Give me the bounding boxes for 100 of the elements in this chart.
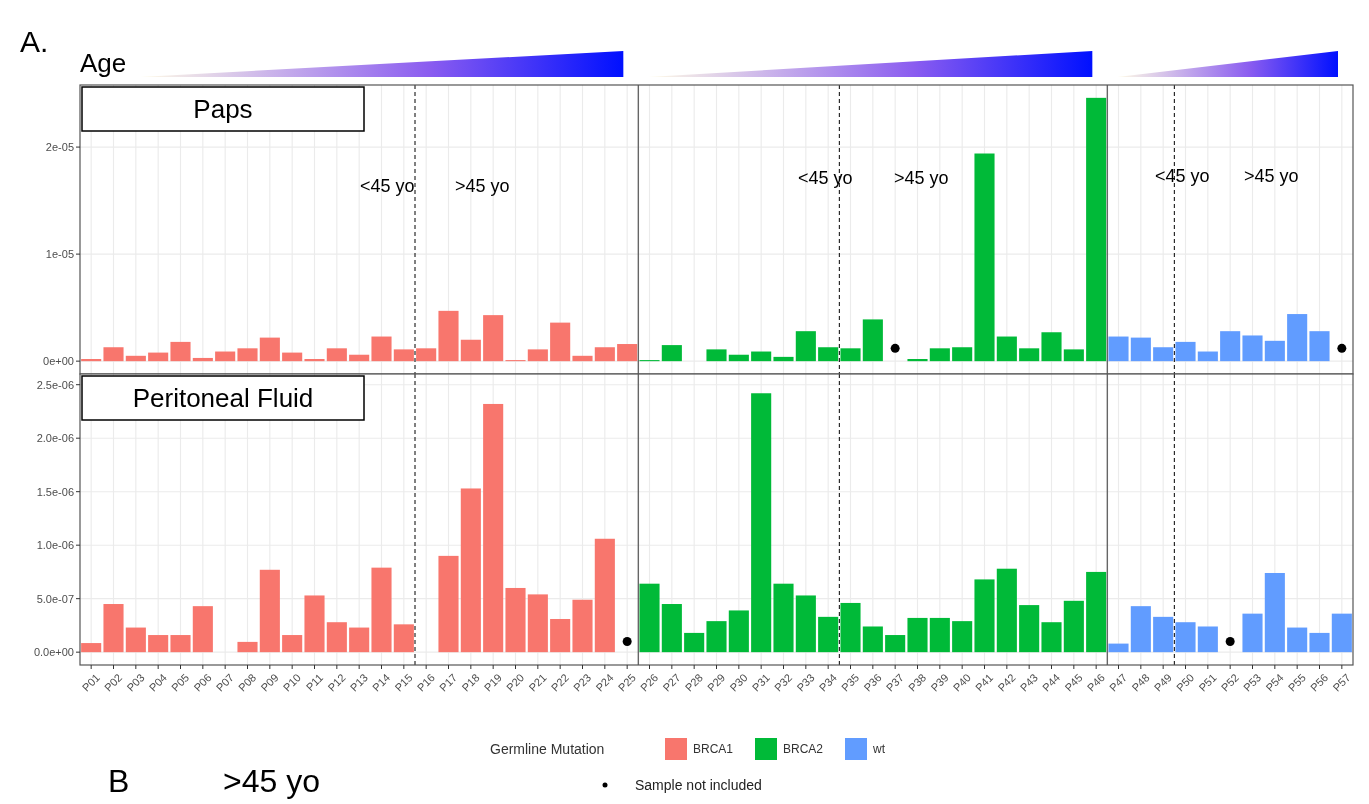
bar xyxy=(1086,571,1107,653)
bar xyxy=(1086,97,1107,362)
bar xyxy=(81,643,102,653)
y-tick-label: 0.0e+00 xyxy=(33,646,74,659)
bar xyxy=(1309,331,1330,362)
bar xyxy=(148,635,169,653)
bar xyxy=(952,621,973,653)
bar xyxy=(192,357,213,362)
text: Age xyxy=(80,48,127,78)
bar xyxy=(572,355,593,362)
bar xyxy=(1264,340,1285,362)
bar xyxy=(661,604,682,653)
bar xyxy=(907,617,928,653)
bar xyxy=(1197,351,1218,362)
x-tick-label: P08 xyxy=(236,671,259,694)
bar xyxy=(483,403,504,653)
x-tick-label: P52 xyxy=(1218,671,1242,694)
bar xyxy=(81,359,102,362)
y-tick-label: 2.0e-06 xyxy=(36,432,74,445)
bar xyxy=(795,595,816,653)
bar xyxy=(728,610,749,653)
legend-label: BRCA2 xyxy=(783,742,824,757)
x-tick-label: P38 xyxy=(906,671,929,694)
bar xyxy=(1242,335,1263,362)
bar xyxy=(125,355,146,362)
bar xyxy=(1130,337,1151,362)
x-tick-label: P51 xyxy=(1196,671,1219,694)
bar xyxy=(282,635,303,653)
bar xyxy=(840,348,861,362)
bar xyxy=(929,348,950,362)
x-tick-label: P42 xyxy=(995,671,1018,694)
bar xyxy=(818,616,839,653)
x-tick-label: P54 xyxy=(1263,671,1286,694)
x-tick-label: P03 xyxy=(124,671,147,694)
bar xyxy=(929,617,950,653)
bar xyxy=(1175,622,1196,653)
bar xyxy=(103,604,124,653)
bar xyxy=(304,359,325,362)
x-tick-label: P55 xyxy=(1285,671,1309,694)
bar xyxy=(460,339,481,362)
x-tick-label: P06 xyxy=(191,671,214,694)
x-tick-label: P41 xyxy=(973,671,996,694)
x-tick-label: P35 xyxy=(839,671,862,694)
bar xyxy=(974,153,995,362)
x-tick-label: P31 xyxy=(749,671,773,694)
bar xyxy=(1108,336,1129,362)
bar xyxy=(773,583,794,653)
bar xyxy=(1287,314,1308,362)
bar xyxy=(795,331,816,362)
bar xyxy=(706,349,727,362)
bar xyxy=(818,347,839,362)
x-tick-label: P32 xyxy=(772,671,795,694)
bar xyxy=(996,568,1017,653)
bar xyxy=(751,351,772,362)
legend-label: BRCA1 xyxy=(693,742,734,757)
bar xyxy=(773,356,794,362)
bar xyxy=(192,606,213,653)
bar xyxy=(1264,572,1285,653)
bar xyxy=(527,349,548,362)
bar xyxy=(237,348,258,362)
bar xyxy=(1197,626,1218,653)
x-tick-label: P50 xyxy=(1174,671,1197,694)
bar xyxy=(1220,331,1241,362)
x-tick-label: P13 xyxy=(347,671,371,694)
bar xyxy=(594,347,615,362)
bar xyxy=(416,348,437,362)
x-tick-label: P24 xyxy=(593,671,616,694)
bar xyxy=(1063,349,1084,362)
legend-title: Germline Mutation xyxy=(490,740,605,757)
x-tick-label: P12 xyxy=(325,671,348,694)
text: Sample not included xyxy=(635,776,762,793)
x-tick-label: P43 xyxy=(1017,671,1041,694)
bar xyxy=(840,602,861,653)
annotation: >45 yo xyxy=(455,176,510,196)
bar xyxy=(1242,613,1263,653)
bar xyxy=(1108,643,1129,653)
y-tick-label: 5.0e-07 xyxy=(36,592,74,605)
bar xyxy=(594,538,615,653)
y-tick-label: 1.5e-06 xyxy=(36,485,74,498)
x-tick-label: P20 xyxy=(504,671,527,694)
bar xyxy=(639,583,660,653)
bar xyxy=(393,349,414,362)
x-tick-label: P11 xyxy=(303,671,326,694)
bar xyxy=(1153,347,1174,362)
annotation: <45 yo xyxy=(360,176,415,196)
x-tick-label: P46 xyxy=(1084,671,1108,694)
x-tick-label: P14 xyxy=(370,671,393,694)
bar xyxy=(907,359,928,362)
bar xyxy=(215,351,236,362)
x-tick-label: P09 xyxy=(258,671,281,694)
x-tick-label: P49 xyxy=(1151,671,1175,694)
bar xyxy=(304,595,325,653)
annotation: >45 yo xyxy=(1244,166,1299,186)
bar xyxy=(1041,622,1062,653)
bar xyxy=(371,336,392,362)
x-tick-label: P39 xyxy=(928,671,951,694)
x-tick-label: P40 xyxy=(950,671,974,694)
x-tick-label: P05 xyxy=(169,671,192,694)
bar xyxy=(952,347,973,362)
bar xyxy=(170,635,191,653)
